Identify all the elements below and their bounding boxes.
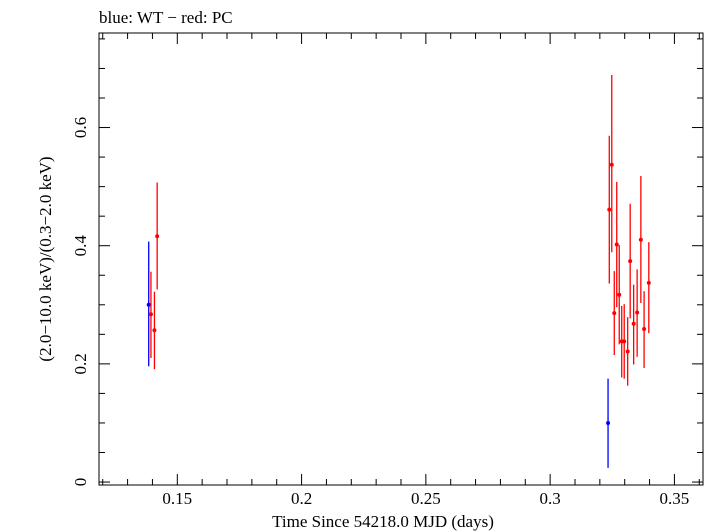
x-tick-label: 0.25: [411, 489, 441, 508]
x-tick-label: 0.3: [540, 489, 561, 508]
data-point: [622, 339, 627, 344]
data-point: [609, 162, 614, 167]
data-point: [628, 259, 633, 264]
data-point: [625, 349, 630, 354]
data-point: [612, 311, 617, 316]
data-marks: [146, 74, 651, 468]
data-point: [635, 310, 640, 315]
data-point: [638, 237, 643, 242]
x-axis-label: Time Since 54218.0 MJD (days): [272, 512, 494, 531]
data-point: [606, 420, 611, 425]
data-point: [642, 327, 647, 332]
data-point: [155, 234, 160, 239]
data-point: [614, 242, 619, 247]
data-point: [607, 207, 612, 212]
x-tick-label: 0.15: [162, 489, 192, 508]
x-tick-label: 0.35: [660, 489, 690, 508]
data-point: [631, 321, 636, 326]
y-tick-label: 0: [71, 478, 90, 487]
axis-ticks: 0.15 0.2 0.25 0.3 0.35 0 0.2 0.4 0.6: [71, 33, 703, 508]
chart-title: blue: WT − red: PC: [99, 8, 233, 27]
data-point: [646, 280, 651, 285]
x-tick-label: 0.2: [291, 489, 312, 508]
y-tick-label: 0.6: [71, 117, 90, 138]
data-point: [617, 292, 622, 297]
data-point: [146, 302, 151, 307]
data-point: [148, 312, 153, 317]
data-point: [152, 328, 157, 333]
y-tick-label: 0.2: [71, 353, 90, 374]
y-axis-label: (2.0−10.0 keV)/(0.3−2.0 keV): [36, 156, 55, 361]
y-tick-label: 0.4: [71, 235, 90, 257]
